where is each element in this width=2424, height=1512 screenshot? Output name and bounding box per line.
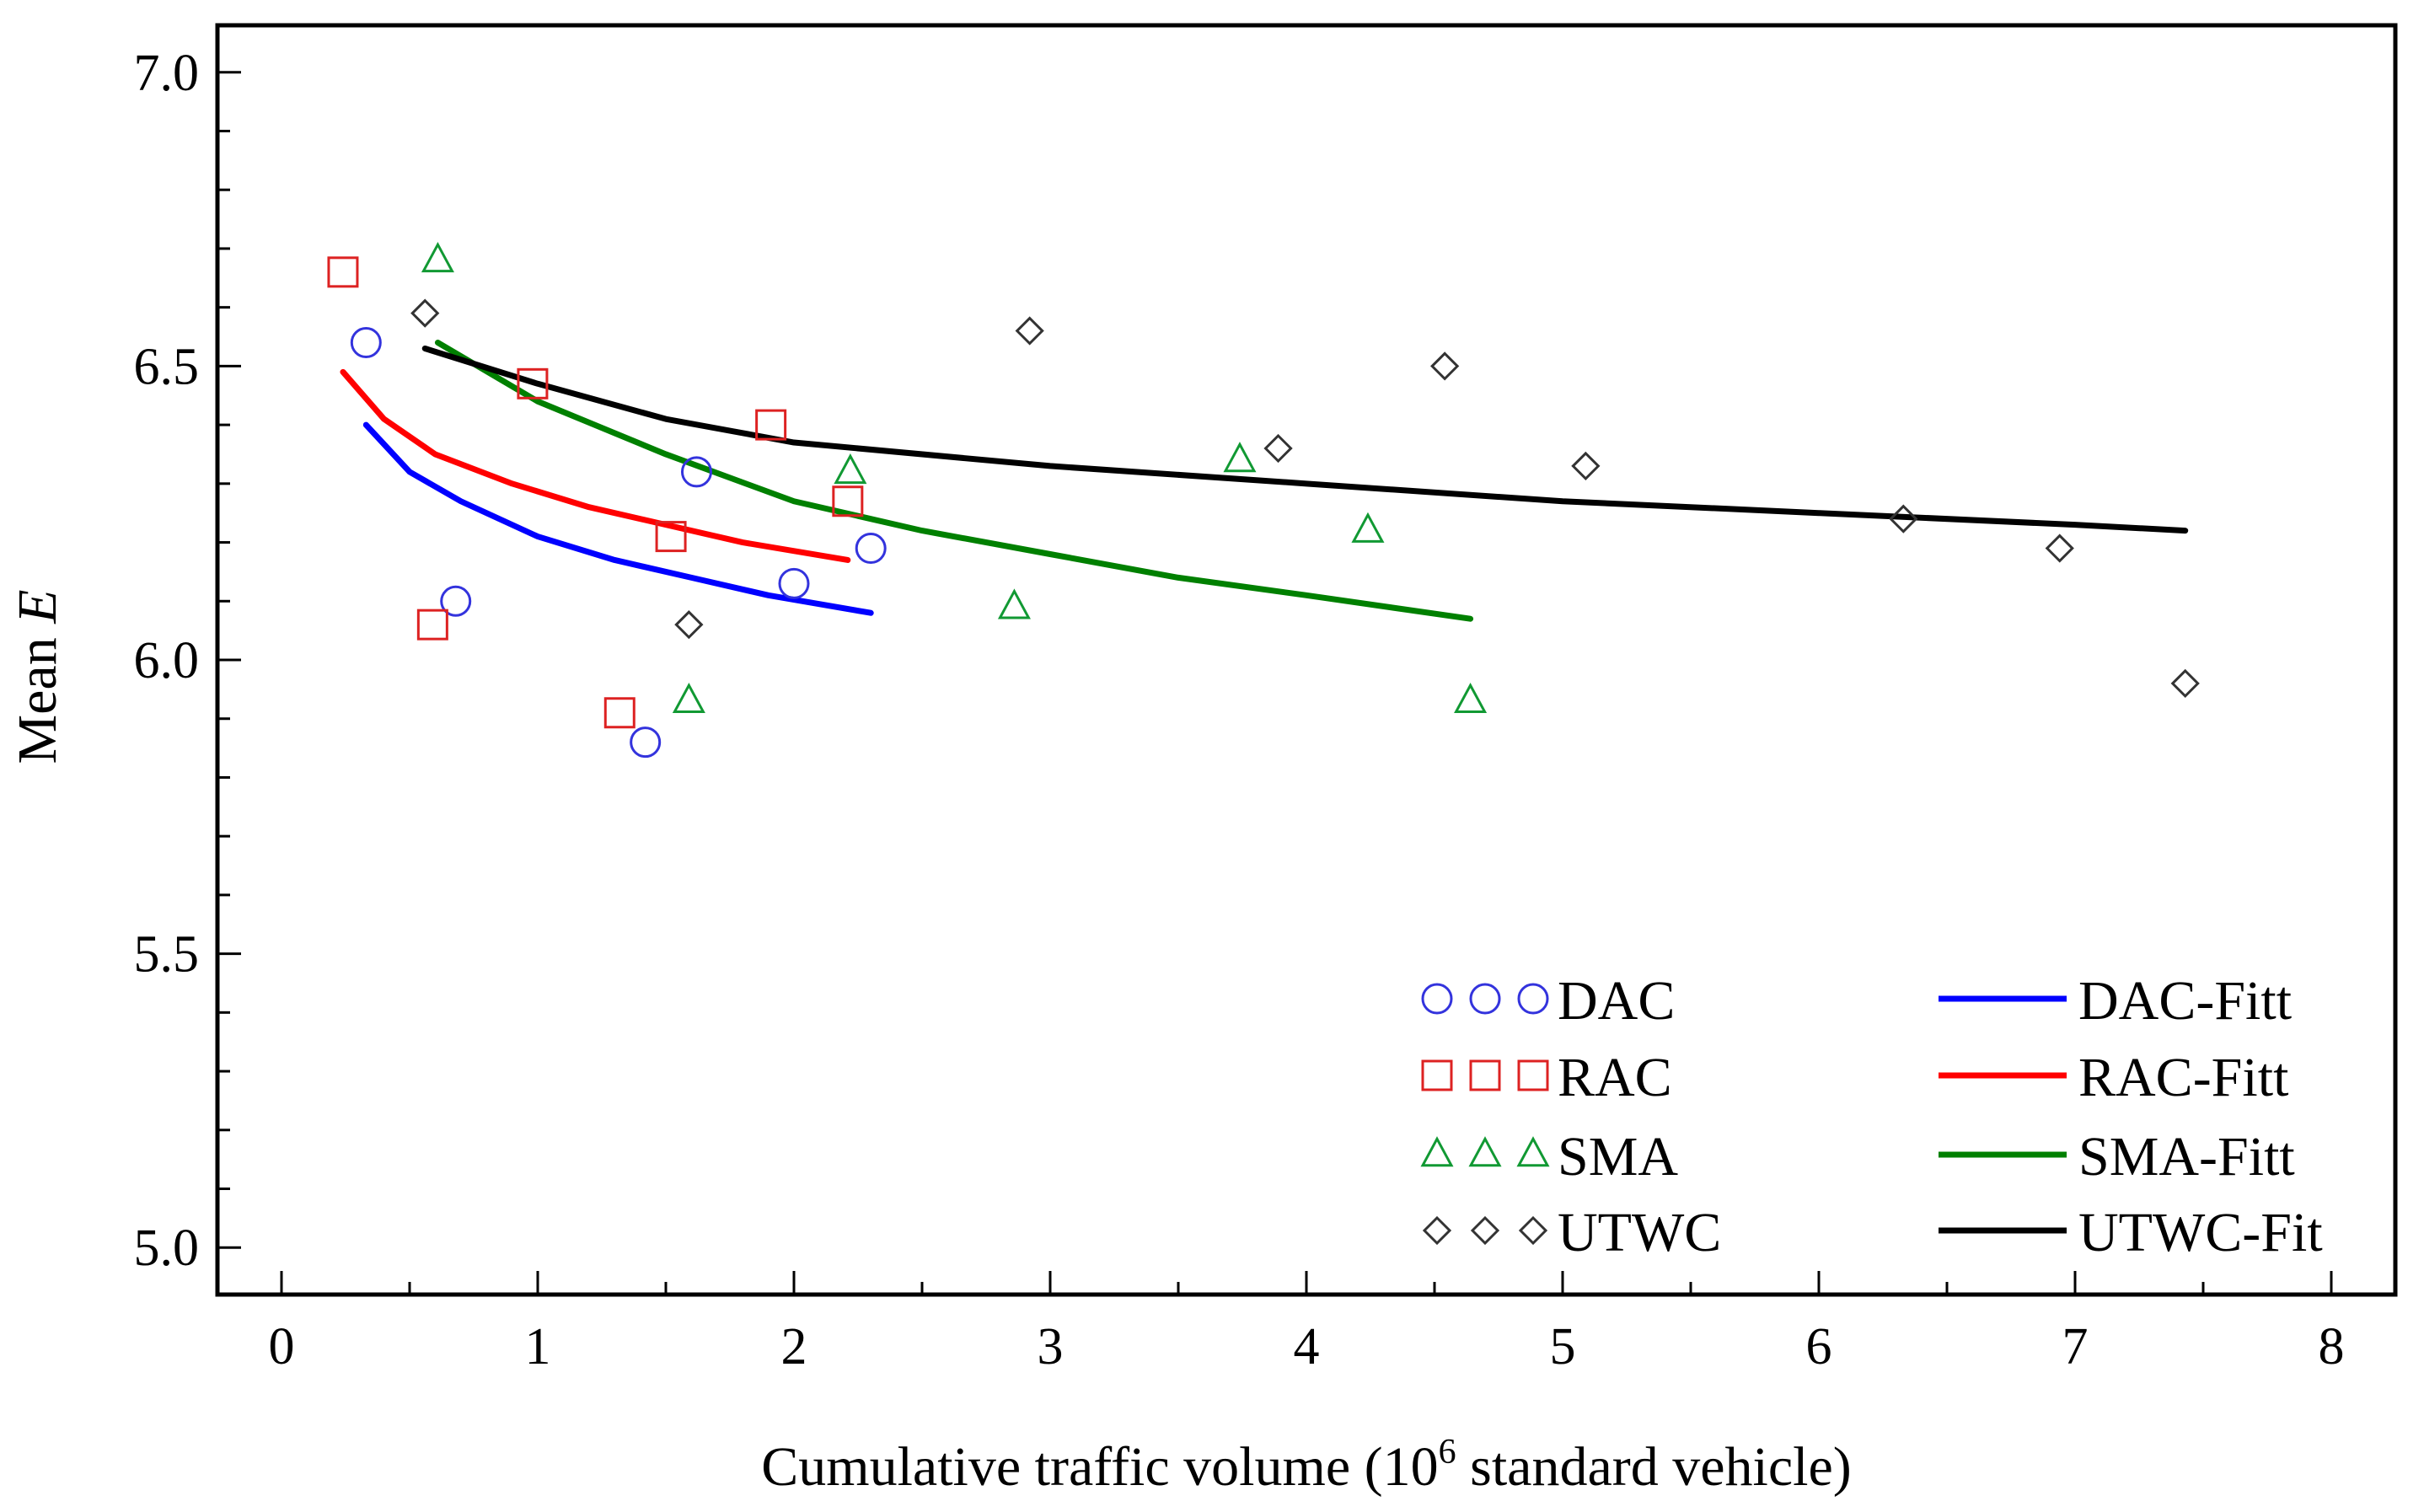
fit-line-sma-fitt <box>434 340 1474 622</box>
legend-label-sma-fitt: SMA-Fitt <box>2078 1126 2295 1188</box>
point-sma <box>1454 682 1488 714</box>
y-axis-label-symbol: E <box>7 589 68 624</box>
legend: DAC RAC SMA UTWC DAC-Fitt RAC-Fitt SMA-Fitt UTW… <box>1420 970 2323 1263</box>
x-tick-label: 1 <box>525 1318 551 1375</box>
point-sma <box>997 588 1031 619</box>
x-tick-label: 0 <box>269 1318 295 1375</box>
point-dac <box>778 567 810 599</box>
point-dac <box>630 727 662 759</box>
legend-marker-utwc <box>1422 1215 1452 1246</box>
legend-marker-dac <box>1421 983 1453 1015</box>
legend-marker-sma <box>1420 1136 1454 1167</box>
legend-marker-rac <box>1469 1059 1501 1091</box>
point-rac <box>327 256 359 288</box>
y-axis-label-prefix: Mean <box>7 624 68 764</box>
plot-frame <box>215 23 2398 1297</box>
legend-label-dac-fitt: DAC-Fitt <box>2078 970 2292 1032</box>
x-tick-label: 5 <box>1550 1318 1576 1375</box>
point-utwc <box>1015 316 1044 346</box>
legend-label-rac-fitt: RAC-Fitt <box>2078 1047 2288 1108</box>
x-tick-label: 4 <box>1294 1318 1320 1375</box>
y-tick-label: 5.5 <box>134 926 200 984</box>
y-tick-label: 7.0 <box>134 45 200 102</box>
x-axis-label-superscript: 6 <box>1439 1433 1456 1472</box>
point-rac <box>603 697 635 729</box>
y-tick-label: 6.5 <box>134 338 200 395</box>
point-dac <box>855 533 887 565</box>
point-sma <box>1351 512 1385 543</box>
legend-marker-rac <box>1517 1059 1549 1091</box>
legend-marker-utwc <box>1518 1215 1548 1246</box>
point-utwc <box>1889 504 1918 533</box>
point-sma <box>672 682 705 714</box>
x-tick-label: 3 <box>1038 1318 1064 1375</box>
x-axis-label-suffix: standard vehicle) <box>1456 1436 1852 1498</box>
point-utwc <box>1571 451 1601 481</box>
y-tick-label: 5.0 <box>134 1220 200 1277</box>
fit-line-utwc-fit <box>421 345 2189 534</box>
point-dac <box>350 327 382 358</box>
point-dac <box>440 585 472 617</box>
axis-ticks: 0 1 2 3 4 5 6 7 8 5.0 5.5 6.0 6.5 7.0 <box>134 45 2345 1375</box>
legend-marker-rac <box>1421 1059 1453 1091</box>
point-rac <box>755 409 787 441</box>
point-utwc <box>2170 668 2200 699</box>
x-axis-label: Cumulative traffic volume (106 standard … <box>761 1433 1852 1498</box>
point-utwc <box>1430 351 1460 381</box>
x-tick-label: 7 <box>2062 1318 2089 1375</box>
fit-lines <box>340 340 2189 622</box>
legend-label-dac: DAC <box>1558 970 1675 1032</box>
point-rac <box>416 609 448 641</box>
scatter-points <box>327 242 2200 759</box>
point-sma <box>834 453 867 485</box>
legend-label-sma: SMA <box>1558 1126 1678 1188</box>
y-tick-label: 6.0 <box>134 632 200 689</box>
x-tick-label: 8 <box>2319 1318 2345 1375</box>
legend-marker-sma <box>1468 1136 1502 1167</box>
point-rac <box>517 367 549 399</box>
fit-line-dac-fitt <box>362 421 874 616</box>
legend-label-utwc: UTWC <box>1558 1202 1721 1263</box>
legend-label-rac: RAC <box>1558 1047 1672 1108</box>
legend-marker-dac <box>1469 983 1501 1015</box>
point-dac <box>680 456 712 488</box>
y-axis-label: Mean E <box>7 589 68 764</box>
x-axis-label-prefix: Cumulative traffic volume (10 <box>761 1436 1438 1498</box>
point-rac <box>832 485 864 517</box>
legend-marker-dac <box>1517 983 1549 1015</box>
point-rac <box>655 521 687 553</box>
point-utwc <box>410 298 440 328</box>
x-tick-label: 2 <box>781 1318 807 1375</box>
legend-label-utwc-fit: UTWC-Fit <box>2078 1202 2323 1263</box>
fit-line-rac-fitt <box>340 368 851 563</box>
x-tick-label: 6 <box>1806 1318 1832 1375</box>
point-sma <box>1223 442 1257 473</box>
point-sma <box>421 242 454 273</box>
legend-marker-sma <box>1516 1136 1550 1167</box>
point-utwc <box>1263 433 1293 464</box>
point-utwc <box>674 610 704 640</box>
legend-marker-utwc <box>1470 1215 1500 1246</box>
point-utwc <box>2045 533 2074 563</box>
